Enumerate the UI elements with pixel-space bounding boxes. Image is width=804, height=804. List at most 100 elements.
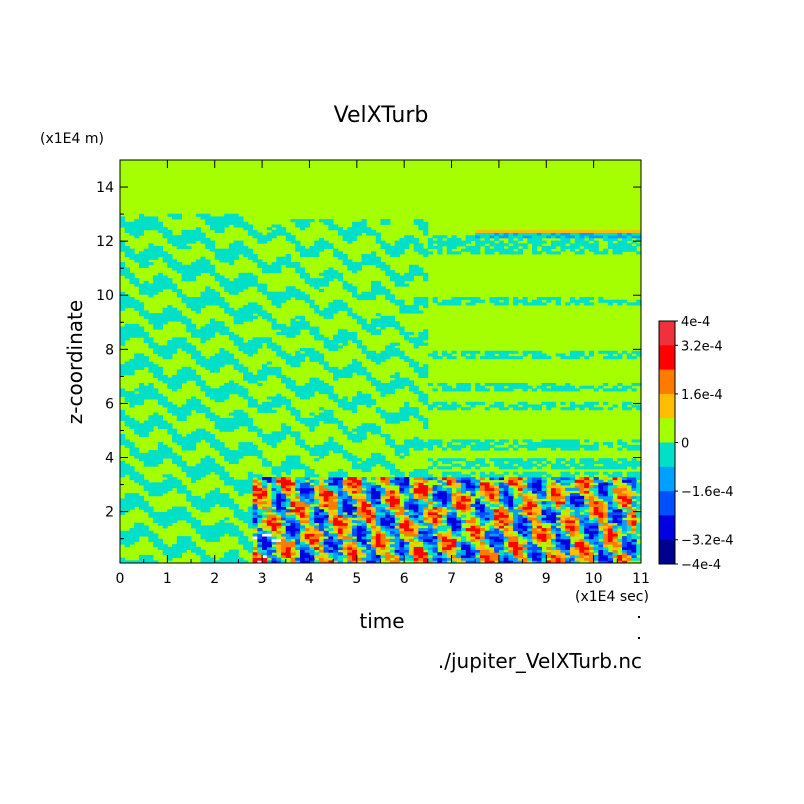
heatmap-cell [456,525,462,529]
heatmap-cell [299,546,306,550]
heatmap-cell [352,396,358,400]
heatmap-cell [394,557,400,561]
heatmap-cell [413,364,419,368]
heatmap-cell [333,345,339,349]
heatmap-cell [219,442,225,446]
heatmap-cell [323,409,329,413]
heatmap-cell [314,509,320,513]
heatmap-cell [172,380,178,384]
heatmap-cell [470,439,476,443]
heatmap-cell [361,256,367,260]
heatmap-cell [195,549,201,553]
heatmap-cell [205,468,211,473]
heatmap-cell [389,482,396,486]
heatmap-cell [148,493,154,497]
heatmap-cell [465,487,471,491]
heatmap-cell [513,554,519,559]
heatmap-cell [389,493,396,497]
heatmap-cell [314,479,320,483]
heatmap-cell [262,490,268,494]
heatmap-cell [328,544,334,548]
heatmap-cell [484,517,490,521]
heatmap-cell [281,377,287,381]
heatmap-cell [451,474,457,478]
heatmap-cell [470,503,476,507]
heatmap-cell [295,321,301,325]
heatmap-cell [295,560,301,563]
heatmap-cell [309,544,315,548]
heatmap-cell [238,348,244,352]
heatmap-cell [252,450,258,454]
heatmap-cell [328,447,334,451]
heatmap-cell [333,420,339,424]
heatmap-cell [209,364,216,368]
heatmap-cell [366,294,372,298]
heatmap-cell [138,503,145,507]
heatmap-cell [484,232,490,236]
heatmap-cell [143,485,149,489]
heatmap-cell [432,557,438,561]
heatmap-cell [295,477,301,481]
heatmap-cell [380,393,386,397]
heatmap-cell [157,520,164,524]
heatmap-cell [342,517,348,521]
heatmap-cell [479,474,486,478]
heatmap-cell [484,248,490,252]
heatmap-cell [205,495,211,499]
heatmap-cell [252,557,258,561]
heatmap-cell [451,530,457,534]
heatmap-cell [195,498,201,502]
heatmap-cell [224,391,230,395]
heatmap-cell [138,501,145,505]
heatmap-cell [143,280,149,284]
heatmap-cell [494,458,500,462]
heatmap-cell [323,452,329,456]
heatmap-cell [432,498,438,502]
heatmap-cell [176,270,182,274]
heatmap-cell [148,490,154,494]
heatmap-cell [134,396,140,400]
heatmap-cell [304,350,310,354]
heatmap-cell [446,299,452,303]
heatmap-cell [290,560,296,563]
heatmap-cell [304,294,310,298]
heatmap-cell [172,458,178,462]
heatmap-cell [408,307,415,311]
heatmap-cell [224,474,230,478]
heatmap-cell [285,407,291,411]
heatmap-cell [219,364,225,368]
heatmap-cell [389,560,396,563]
heatmap-cell [371,560,377,563]
heatmap-cell [299,541,306,545]
heatmap-cell [413,270,419,274]
heatmap-cell [408,310,415,314]
heatmap-cell [295,495,301,499]
heatmap-cell [257,382,263,387]
heatmap-cell [318,455,325,459]
heatmap-cell [195,270,201,274]
heatmap-cell [176,487,182,491]
heatmap-cell [148,313,154,317]
heatmap-cell [479,232,486,236]
heatmap-cell [209,216,216,220]
heatmap-cell [266,506,272,510]
heatmap-cell [200,506,206,510]
heatmap-cell [333,342,339,346]
heatmap-cell [247,401,254,405]
heatmap-cell [470,557,476,561]
heatmap-cell [309,495,315,499]
heatmap-cell [489,382,495,387]
heatmap-cell [475,536,481,540]
heatmap-cell [494,299,500,303]
heatmap-cell [489,458,495,462]
heatmap-cell [408,358,415,362]
heatmap-cell [143,291,149,295]
heatmap-cell [271,557,277,561]
heatmap-cell [385,267,391,271]
heatmap-cell [508,528,514,532]
heatmap-cell [314,552,320,556]
heatmap-cell [247,546,254,550]
heatmap-cell [347,498,353,502]
heatmap-cell [418,490,424,494]
heatmap-cell [337,227,344,231]
